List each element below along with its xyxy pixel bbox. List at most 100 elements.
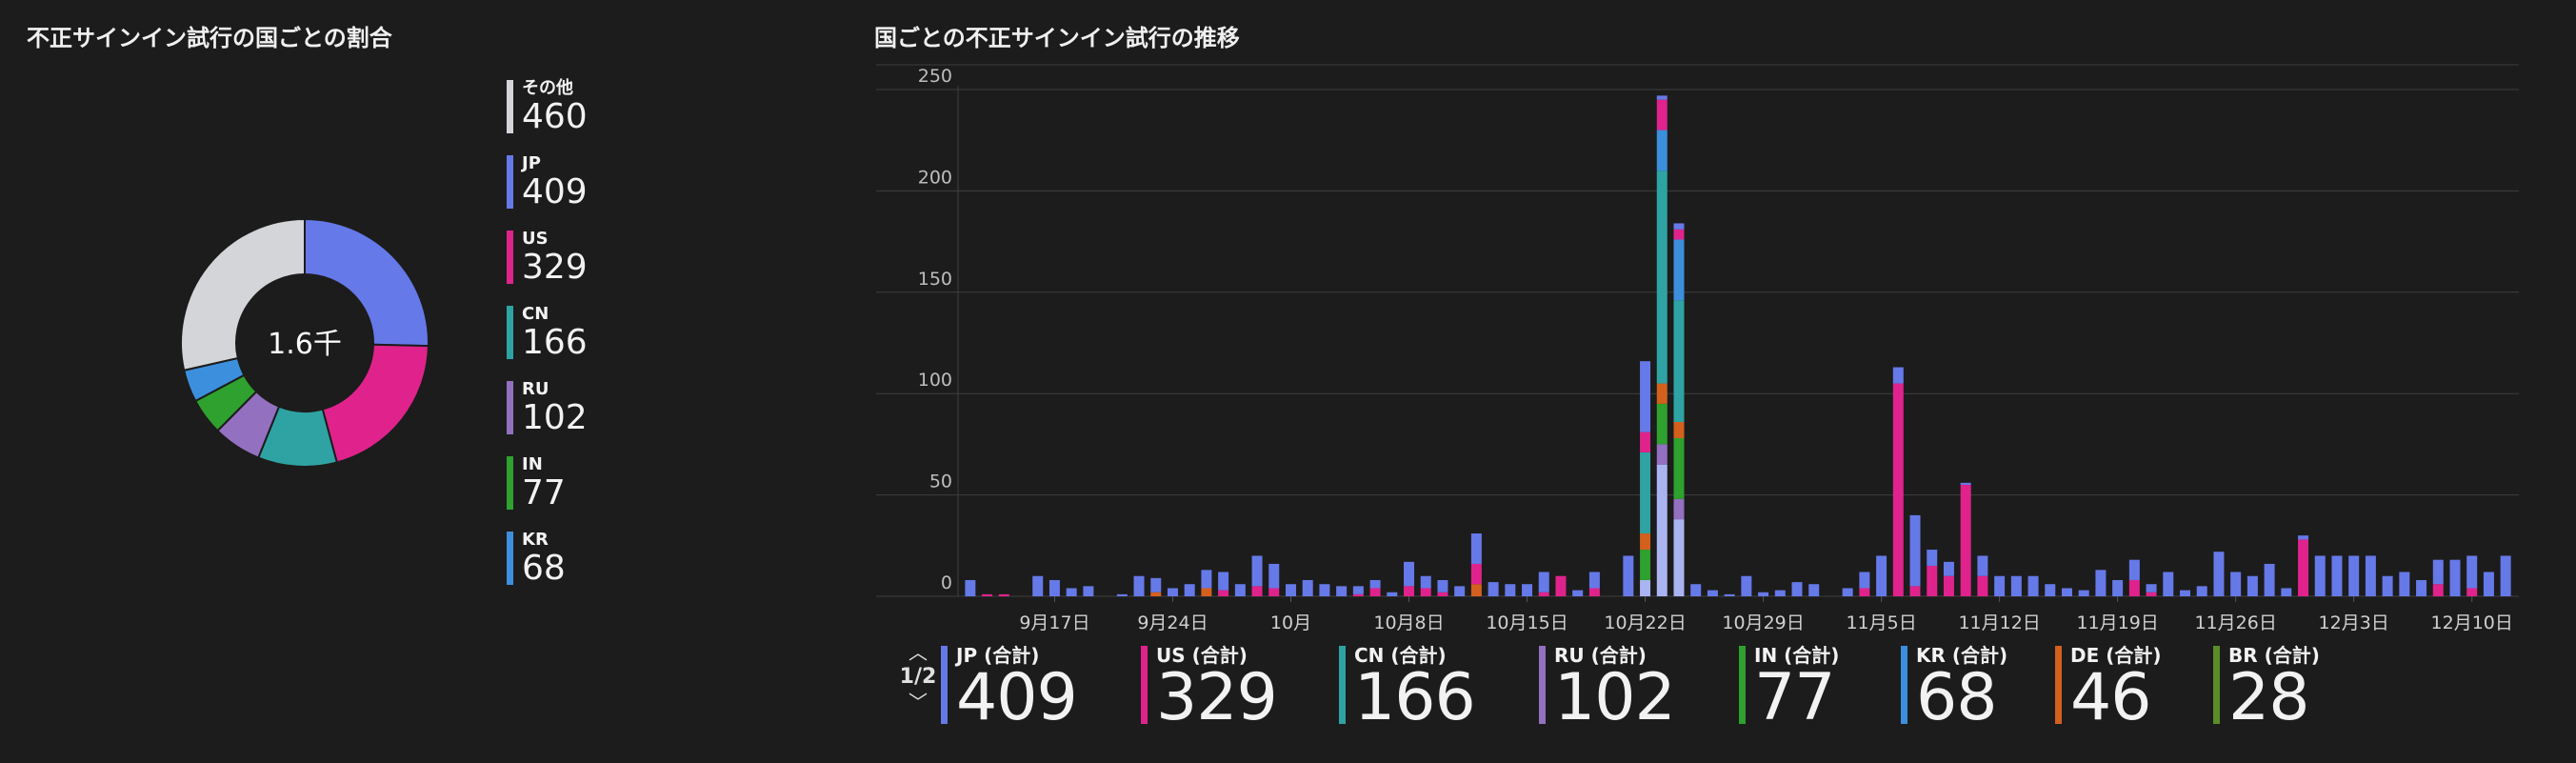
bar-segment-JP[interactable] [1588,572,1600,589]
bar-segment-JP[interactable] [1623,555,1634,596]
bar-segment-US[interactable] [1538,592,1549,596]
bar-segment-US[interactable] [1859,588,1870,596]
bar-segment-JP[interactable] [1943,561,1954,576]
bar-segment-JP[interactable] [1690,584,1702,596]
bar-segment-JP[interactable] [2348,555,2360,596]
bar-segment-DE[interactable] [1201,588,1212,596]
donut-slice-その他[interactable] [180,217,306,371]
trend-legend-item[interactable]: US (合計) 329 [1141,644,1278,731]
bar-segment-DE[interactable] [1656,383,1667,404]
bar-segment-JP[interactable] [2264,563,2275,596]
bar-segment-JP[interactable] [1808,584,1820,596]
bar-segment-US[interactable] [1218,590,1229,596]
bar-segment-JP[interactable] [1842,588,1853,596]
bar-segment-JP[interactable] [1133,575,1145,596]
bar-segment-DE[interactable] [1470,584,1482,596]
bar-segment-JP[interactable] [2281,588,2292,596]
donut-slice-US[interactable] [321,343,429,464]
bar-segment-JP[interactable] [2399,572,2410,596]
bar-segment-JP[interactable] [2095,570,2107,596]
bar-segment-US[interactable] [1656,99,1667,131]
bar-segment-JP[interactable] [1927,550,1938,567]
bar-segment-JP[interactable] [1116,593,1128,596]
bar-segment-CN[interactable] [1656,171,1667,384]
bar-segment-JP[interactable] [1909,514,1921,587]
bar-segment-US[interactable] [982,593,993,596]
bar-segment-RU[interactable] [1673,498,1685,520]
trend-legend-item[interactable]: DE (合計) 46 [2055,644,2162,731]
bar-segment-US[interactable] [998,593,1009,596]
bar-segment-DE[interactable] [1673,421,1685,439]
bar-segment-JP[interactable] [1218,572,1229,591]
bar-segment-JP[interactable] [1892,367,1904,384]
bar-segment-JP[interactable] [2382,575,2393,596]
bar-segment-JP[interactable] [2128,559,2140,580]
bar-segment-JP[interactable] [2045,584,2056,596]
bar-segment-JP[interactable] [1437,579,1448,592]
bar-segment-JP[interactable] [1404,561,1415,587]
bar-segment-JP[interactable] [1369,579,1381,589]
bar-segment-JP[interactable] [1285,584,1296,596]
bar-segment-US[interactable] [1470,563,1482,585]
bar-segment-CN[interactable] [1673,300,1685,422]
bar-segment-JP[interactable] [1656,95,1667,100]
bar-segment-JP[interactable] [1201,570,1212,589]
bar-segment-US[interactable] [2432,584,2444,596]
bar-segment-JP[interactable] [2163,572,2174,596]
bar-segment-JP[interactable] [2466,555,2478,589]
bar-segment-JP[interactable] [1083,586,1094,596]
bar-segment-KR[interactable] [1656,130,1667,171]
donut-legend-item[interactable]: IN 77 [507,454,588,530]
bar-segment-JP[interactable] [1420,575,1431,589]
bar-segment-JP[interactable] [2078,590,2089,596]
bar-segment-JP[interactable] [1488,582,1499,596]
bar-segment-US[interactable] [1437,592,1448,596]
donut-slice-JP[interactable] [304,217,429,348]
bar-segment-JP[interactable] [1268,563,1280,589]
bar-segment-JP[interactable] [2298,535,2309,540]
bar-segment-JP[interactable] [2314,555,2326,596]
bar-segment-JP[interactable] [1774,590,1786,596]
bar-segment-JP[interactable] [2196,586,2207,596]
bar-segment-JP[interactable] [1758,592,1769,596]
bar-segment-DE[interactable] [1640,533,1651,551]
trend-legend-item[interactable]: KR (合計) 68 [1901,644,2007,731]
bar-segment-JP[interactable] [2331,555,2343,596]
bar-segment-JP[interactable] [1048,579,1060,596]
bar-segment-other[interactable] [1673,519,1685,596]
bar-segment-US[interactable] [1268,588,1280,596]
bar-segment-JP[interactable] [1977,555,1988,576]
bar-segment-JP[interactable] [1150,577,1162,592]
bar-segment-JP[interactable] [2432,559,2444,585]
bar-segment-US[interactable] [1977,575,1988,596]
bar-segment-US[interactable] [2146,592,2157,596]
bar-segment-JP[interactable] [2061,588,2072,596]
bar-segment-JP[interactable] [1184,584,1195,596]
bar-segment-US[interactable] [1420,588,1431,596]
bar-segment-JP[interactable] [1352,586,1364,594]
trend-legend-item[interactable]: CN (合計) 166 [1339,644,1476,731]
bar-segment-JP[interactable] [2213,552,2225,596]
bar-segment-JP[interactable] [1336,586,1348,596]
bar-segment-JP[interactable] [2247,575,2258,596]
bar-segment-RU[interactable] [1656,444,1667,465]
bar-segment-JP[interactable] [1538,572,1549,592]
bar-segment-JP[interactable] [2365,555,2376,596]
bar-segment-JP[interactable] [1960,482,1971,485]
donut-legend-item[interactable]: US 329 [507,229,588,304]
bar-segment-JP[interactable] [1791,582,1803,596]
bar-segment-JP[interactable] [1454,586,1466,596]
bar-segment-JP[interactable] [1066,588,1077,596]
bar-segment-JP[interactable] [965,579,976,596]
bar-segment-US[interactable] [1892,383,1904,596]
bar-segment-IN[interactable] [1673,438,1685,499]
bar-segment-US[interactable] [2466,588,2478,596]
bar-segment-JP[interactable] [1032,575,1044,596]
trend-legend-item[interactable]: JP (合計) 409 [941,644,1078,731]
bar-segment-US[interactable] [2128,579,2140,596]
trend-legend-item[interactable]: BR (合計) 28 [2213,644,2320,731]
pager-up-icon[interactable]: ︿ [909,641,928,664]
bar-segment-US[interactable] [1909,586,1921,596]
bar-segment-IN[interactable] [1656,403,1667,445]
bar-segment-JP[interactable] [1707,590,1718,596]
